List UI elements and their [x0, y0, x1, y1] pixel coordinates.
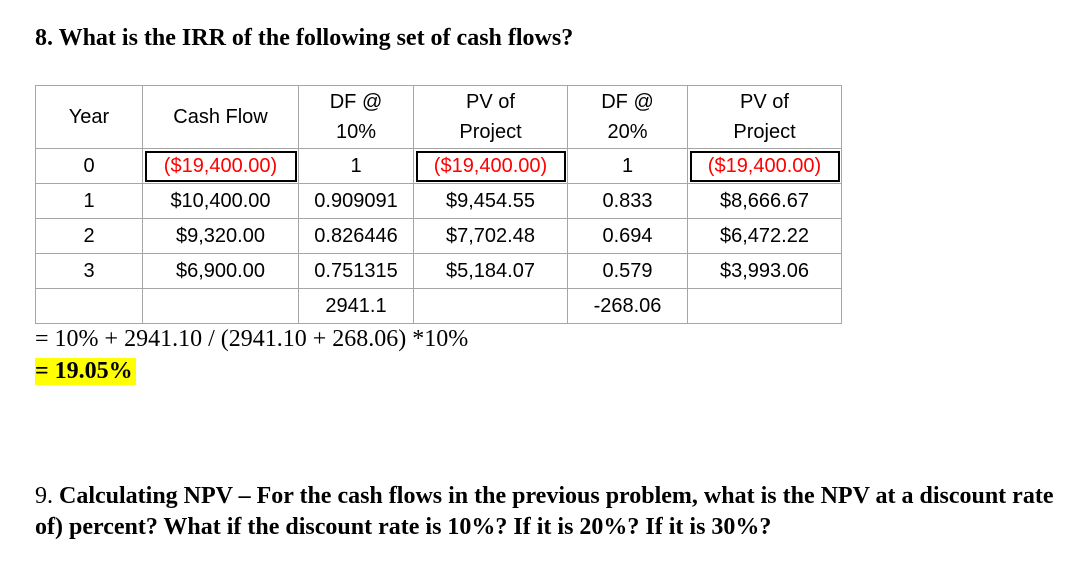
- cell-pv-20: $3,993.06: [687, 253, 842, 289]
- cell-year: 2: [35, 218, 143, 254]
- cell-df-10: 1: [298, 148, 414, 184]
- cell-pv-10: $5,184.07: [413, 253, 568, 289]
- cell-df-20: 0.579: [567, 253, 688, 289]
- cell-pv-20: $6,472.22: [687, 218, 842, 254]
- cell-pv-10: $7,702.48: [413, 218, 568, 254]
- question-8-heading: 8. What is the IRR of the following set …: [35, 25, 574, 51]
- question-9: 9. Calculating NPV – For the cash flows …: [35, 481, 1075, 543]
- cell-npv-20: -268.06: [567, 288, 688, 324]
- cell-pv-20: [687, 288, 842, 324]
- cell-pv-10: ($19,400.00): [413, 148, 568, 184]
- cell-pv-10: [413, 288, 568, 324]
- cell-year: 3: [35, 253, 143, 289]
- cell-year: [35, 288, 143, 324]
- cell-df-10: 0.751315: [298, 253, 414, 289]
- header-year: Year: [35, 85, 143, 149]
- cell-cash-flow: $9,320.00: [142, 218, 299, 254]
- cell-pv-20: $8,666.67: [687, 183, 842, 219]
- cell-year: 0: [35, 148, 143, 184]
- question-9-number: 9.: [35, 483, 59, 509]
- cell-pv-10: $9,454.55: [413, 183, 568, 219]
- cell-df-10: 0.826446: [298, 218, 414, 254]
- header-df-20: DF @20%: [567, 85, 688, 149]
- cell-year: 1: [35, 183, 143, 219]
- cell-df-20: 0.833: [567, 183, 688, 219]
- cell-cash-flow: ($19,400.00): [142, 148, 299, 184]
- cell-cash-flow: $6,900.00: [142, 253, 299, 289]
- cell-df-20: 0.694: [567, 218, 688, 254]
- header-pv-20: PV of Project: [687, 85, 842, 149]
- table-row: 0 ($19,400.00) 1 ($19,400.00) 1 ($19,400…: [35, 148, 842, 184]
- table-total-row: 2941.1 -268.06: [35, 288, 842, 324]
- table-row: 2 $9,320.00 0.826446 $7,702.48 0.694 $6,…: [35, 218, 842, 254]
- irr-answer: = 19.05%: [35, 358, 136, 385]
- table-header-row: Year Cash Flow DF @10% PV of Project DF @…: [35, 85, 842, 149]
- table-row: 1 $10,400.00 0.909091 $9,454.55 0.833 $8…: [35, 183, 842, 219]
- cell-npv-10: 2941.1: [298, 288, 414, 324]
- cell-cash-flow: $10,400.00: [142, 183, 299, 219]
- header-pv-10: PV of Project: [413, 85, 568, 149]
- irr-formula: = 10% + 2941.10 / (2941.10 + 268.06) *10…: [35, 326, 469, 352]
- cell-df-10: 0.909091: [298, 183, 414, 219]
- cell-cash-flow: [142, 288, 299, 324]
- header-cash-flow: Cash Flow: [142, 85, 299, 149]
- question-9-text: Calculating NPV – For the cash flows in …: [35, 483, 1054, 540]
- table-row: 3 $6,900.00 0.751315 $5,184.07 0.579 $3,…: [35, 253, 842, 289]
- cash-flow-table: Year Cash Flow DF @10% PV of Project DF @…: [35, 85, 842, 324]
- header-df-10: DF @10%: [298, 85, 414, 149]
- cell-pv-20: ($19,400.00): [687, 148, 842, 184]
- cell-df-20: 1: [567, 148, 688, 184]
